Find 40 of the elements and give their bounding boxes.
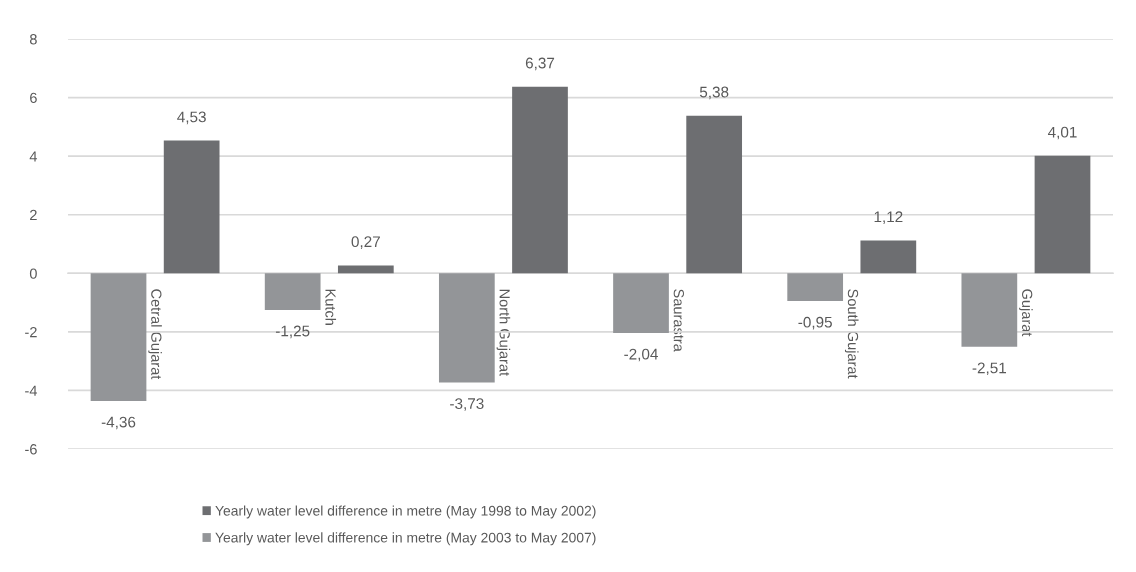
y-tick-label: -2 bbox=[25, 326, 37, 338]
data-label: -3,73 bbox=[450, 398, 484, 411]
bar bbox=[1034, 155, 1091, 274]
y-tick-label: 6 bbox=[30, 92, 37, 103]
x-tick-label: North Gujarat bbox=[496, 289, 511, 376]
y-tick-label: 4 bbox=[29, 151, 38, 162]
x-tick-label: Kutch bbox=[325, 289, 337, 325]
legend-label: Yearly water level difference in metre (May 1998 to May 2002) bbox=[215, 505, 596, 519]
data-label: 4,01 bbox=[1047, 126, 1077, 140]
bar bbox=[961, 273, 1018, 347]
y-tick-label: -6 bbox=[25, 444, 37, 455]
data-label: -1,25 bbox=[275, 325, 310, 339]
y-tick-label: 0 bbox=[29, 268, 37, 279]
y-tick-label: -4 bbox=[25, 385, 38, 396]
bar bbox=[860, 240, 917, 274]
data-label: 1,12 bbox=[874, 211, 903, 224]
data-label: 4,53 bbox=[177, 111, 206, 125]
bar bbox=[613, 273, 669, 334]
bar bbox=[90, 273, 147, 401]
data-label: -4,36 bbox=[101, 416, 136, 430]
legend-label: Yearly water level difference in metre (May 2003 to May 2007) bbox=[215, 532, 596, 546]
data-label: -0,95 bbox=[798, 316, 832, 330]
bar bbox=[438, 273, 495, 383]
data-label: 6,37 bbox=[525, 57, 555, 71]
x-tick-label: Saurastra bbox=[673, 289, 684, 352]
x-tick-label: Cetral Gujarat bbox=[148, 289, 162, 380]
y-tick-label: 8 bbox=[29, 34, 37, 45]
data-label: 0,27 bbox=[351, 236, 380, 249]
data-label: 5,38 bbox=[699, 86, 729, 100]
bar bbox=[686, 115, 743, 274]
bar bbox=[264, 273, 321, 310]
bar bbox=[163, 140, 220, 274]
bar bbox=[337, 265, 394, 274]
bar bbox=[787, 273, 844, 302]
data-label: -2,04 bbox=[624, 348, 658, 362]
bar bbox=[512, 86, 568, 274]
data-label: -2,51 bbox=[972, 362, 1007, 376]
y-tick-label: 2 bbox=[30, 209, 37, 220]
x-tick-label: South Gujarat bbox=[844, 289, 859, 379]
x-tick-label: Gujarat bbox=[1019, 289, 1033, 337]
